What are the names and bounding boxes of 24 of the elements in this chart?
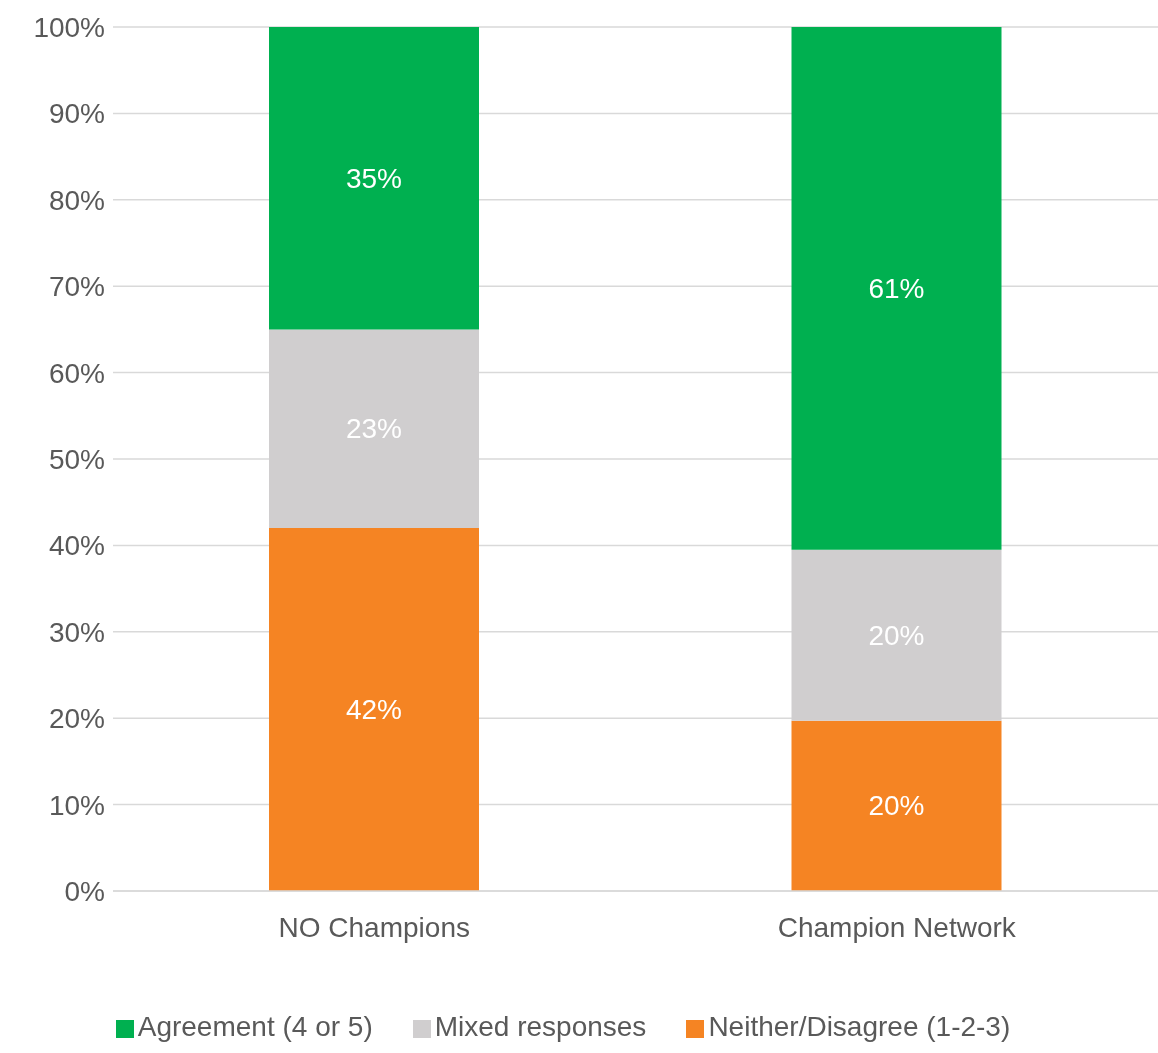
data-label: 61%: [868, 272, 925, 304]
data-label: 35%: [345, 162, 403, 194]
bar: [791, 27, 1002, 550]
y-tick-label: 80%: [48, 184, 105, 216]
data-label: 42%: [345, 694, 403, 726]
y-tick-label: 10%: [48, 789, 105, 821]
y-tick-label: 90%: [48, 98, 105, 130]
y-tick-label: 30%: [48, 616, 105, 648]
data-label: 20%: [868, 790, 925, 822]
y-tick-label: 0%: [64, 875, 105, 907]
x-tick-label: NO Champions: [278, 911, 470, 943]
legend-label: Mixed responses: [434, 1011, 647, 1042]
y-tick-label: 50%: [48, 443, 105, 475]
x-tick-label: Champion Network: [777, 911, 1017, 943]
y-tick-label: 60%: [48, 357, 105, 389]
bar: [269, 27, 479, 330]
y-tick-label: 20%: [48, 703, 105, 735]
legend-label: Neither/Disagree (1-2-3): [708, 1011, 1011, 1042]
bar: [791, 720, 1002, 891]
y-tick-label: 40%: [48, 530, 105, 562]
legend-label: Agreement (4 or 5): [137, 1011, 373, 1042]
y-tick-label: 100%: [33, 11, 105, 43]
bar: [269, 528, 479, 891]
y-tick-label: 70%: [48, 271, 105, 303]
